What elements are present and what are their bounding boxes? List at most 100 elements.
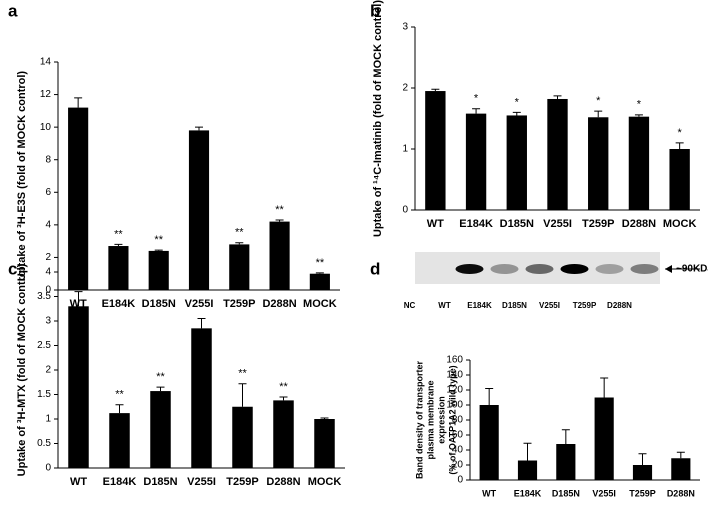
bar (108, 246, 129, 290)
error-bar (512, 111, 521, 116)
panel-label: b (370, 1, 380, 20)
bar (314, 419, 335, 468)
significance: ** (279, 381, 288, 393)
error-bar (472, 108, 481, 114)
x-tick-label: D288N (266, 476, 300, 488)
bar (232, 406, 253, 468)
blot-lane-label: T259P (573, 301, 597, 310)
y-tick-label: 4 (45, 267, 51, 278)
significance: ** (115, 389, 124, 401)
blot-band (525, 264, 554, 274)
error-bar (315, 272, 324, 274)
bar (425, 91, 446, 210)
error-bar (523, 442, 532, 461)
significance: * (637, 99, 642, 111)
x-tick-label: D288N (622, 218, 656, 230)
bar (229, 244, 250, 290)
y-tick-label: 1.5 (37, 389, 51, 400)
blot-band (490, 264, 519, 274)
error-bar (594, 110, 603, 118)
y-tick-label: 140 (446, 370, 463, 381)
error-bar (676, 451, 685, 459)
significance: ** (275, 204, 284, 216)
blot-lane-label: D185N (502, 301, 527, 310)
blot-lane-label: E184K (467, 301, 492, 310)
bar (150, 391, 171, 468)
y-tick-label: 1 (402, 144, 408, 155)
blot-band (595, 264, 624, 274)
y-tick-label: 6 (45, 187, 51, 198)
bar (309, 273, 330, 290)
error-bar (275, 219, 284, 222)
y-tick-label: 160 (446, 355, 463, 366)
blot-lane-label: V255I (539, 301, 560, 310)
blot-lane-label: WT (438, 301, 451, 310)
significance: * (515, 96, 520, 108)
y-tick-label: 80 (452, 415, 464, 426)
bar (594, 397, 614, 480)
bar (269, 221, 290, 290)
significance: ** (156, 371, 165, 383)
bar (188, 130, 210, 290)
x-tick-label: D185N (552, 488, 580, 498)
blot-arrowhead (665, 265, 672, 273)
y-tick-label: 120 (446, 385, 463, 396)
bar (517, 460, 538, 480)
y-axis-label: Uptake of ³H-MTX (fold of MOCK control) (16, 263, 28, 476)
significance: * (474, 93, 479, 105)
y-tick-label: 3 (402, 22, 408, 33)
y-tick-label: 8 (45, 154, 51, 165)
significance: ** (316, 257, 325, 269)
error-bar (634, 114, 643, 117)
bar (191, 328, 212, 468)
y-tick-label: 4 (45, 219, 51, 230)
x-tick-label: T259P (629, 488, 656, 498)
x-tick-label: D185N (500, 218, 534, 230)
x-tick-label: MOCK (303, 298, 337, 310)
x-tick-label: WT (427, 218, 444, 230)
x-tick-label: WT (70, 476, 87, 488)
panel-label: c (8, 259, 17, 278)
x-tick-label: D185N (143, 476, 177, 488)
y-tick-label: 12 (40, 89, 52, 100)
bar (628, 116, 650, 210)
x-tick-label: D288N (667, 488, 695, 498)
significance: ** (238, 368, 247, 380)
bar (669, 149, 690, 210)
y-tick-label: 2.5 (37, 340, 51, 351)
y-tick-label: 40 (452, 445, 464, 456)
x-tick-label: V255I (592, 488, 616, 498)
error-bar (114, 243, 123, 247)
y-tick-label: 2 (45, 365, 51, 376)
bar (148, 250, 169, 290)
x-tick-label: WT (482, 488, 496, 498)
blot-band (630, 264, 659, 274)
error-bar (156, 386, 165, 392)
bar (506, 115, 527, 210)
significance: ** (114, 228, 123, 240)
error-bar (235, 242, 244, 245)
y-tick-label: 3.5 (37, 291, 51, 302)
error-bar (638, 453, 647, 465)
y-tick-label: 2 (45, 252, 51, 263)
x-tick-label: MOCK (308, 476, 342, 488)
y-tick-label: 0 (45, 285, 51, 296)
x-tick-label: T259P (226, 476, 258, 488)
error-bar (279, 396, 288, 401)
blot-lane-label: NC (404, 301, 416, 310)
x-tick-label: V255I (185, 298, 214, 310)
bar (109, 413, 130, 468)
bar (588, 117, 609, 210)
y-axis-label: expression (436, 396, 446, 444)
error-bar (561, 429, 570, 444)
bar (632, 465, 653, 480)
error-bar (431, 88, 440, 92)
significance: * (596, 95, 601, 107)
error-bar (74, 291, 83, 307)
y-axis-label: Uptake of ¹⁴C-Imatinib (fold of MOCK con… (372, 0, 384, 237)
error-bar (238, 383, 247, 407)
blot-band (455, 264, 484, 274)
error-bar (197, 318, 206, 329)
x-tick-label: MOCK (663, 218, 697, 230)
